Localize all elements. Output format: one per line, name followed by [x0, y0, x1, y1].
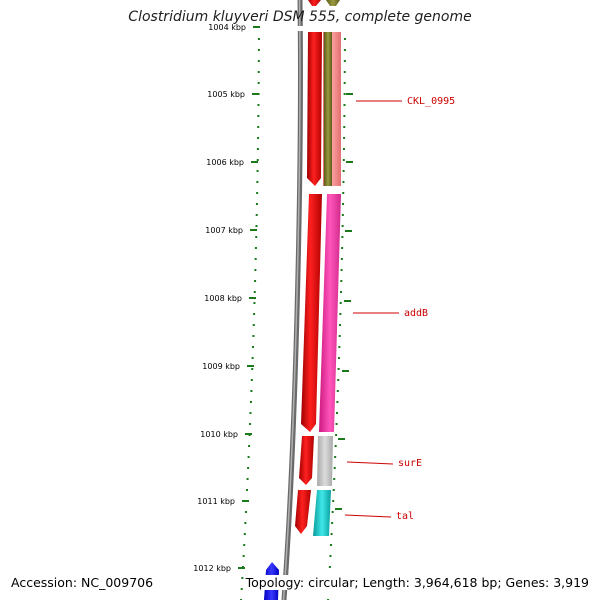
gene-addB	[319, 194, 341, 432]
tick-label: 1005 kbp	[207, 90, 245, 99]
map-title: Clostridium kluyveri DSM 555, complete g…	[128, 9, 472, 25]
gene-tal	[313, 490, 331, 536]
position-ticks: 1004 kbp 1005 kbp 1006 kbp 1007 kbp 1008 kbp…	[193, 23, 260, 573]
leader-line	[346, 461, 394, 465]
gene-CKL-0995-inner	[324, 32, 332, 186]
tick-label: 1007 kbp	[205, 226, 243, 235]
segment-gap	[296, 26, 344, 31]
gene-label[interactable]: tal	[396, 511, 414, 522]
gene-label[interactable]: addB	[404, 308, 428, 319]
leader-line	[344, 514, 392, 518]
gene-arrow-stub-top-olive	[326, 0, 340, 6]
gene-red-cds-4	[295, 490, 311, 534]
genome-summary: Topology: circular; Length: 3,964,618 bp…	[243, 575, 591, 590]
gene-label[interactable]: surE	[398, 458, 422, 469]
tick-label: 1012 kbp	[193, 564, 231, 573]
accession-label: Accession: NC_009706	[9, 575, 156, 590]
tick-label: 1008 kbp	[204, 294, 242, 303]
gene-red-cds-2	[301, 194, 322, 432]
tick-label: 1010 kbp	[200, 430, 238, 439]
tick-label: 1011 kbp	[197, 497, 235, 506]
gc-skew-track-inner	[327, 38, 353, 600]
gene-arrow-stub-top	[308, 0, 321, 6]
gene-red-cds-1	[307, 32, 322, 186]
tick-label: 1004 kbp	[208, 23, 246, 32]
gene-surE	[317, 436, 333, 486]
gene-label-leaders: CKL_0995 addB surE tal	[344, 96, 455, 522]
tick-label: 1009 kbp	[202, 362, 240, 371]
gc-content-track-outer	[240, 38, 260, 600]
tick-label: 1006 kbp	[206, 158, 244, 167]
gene-label[interactable]: CKL_0995	[407, 96, 455, 107]
gene-red-cds-3	[299, 436, 314, 485]
